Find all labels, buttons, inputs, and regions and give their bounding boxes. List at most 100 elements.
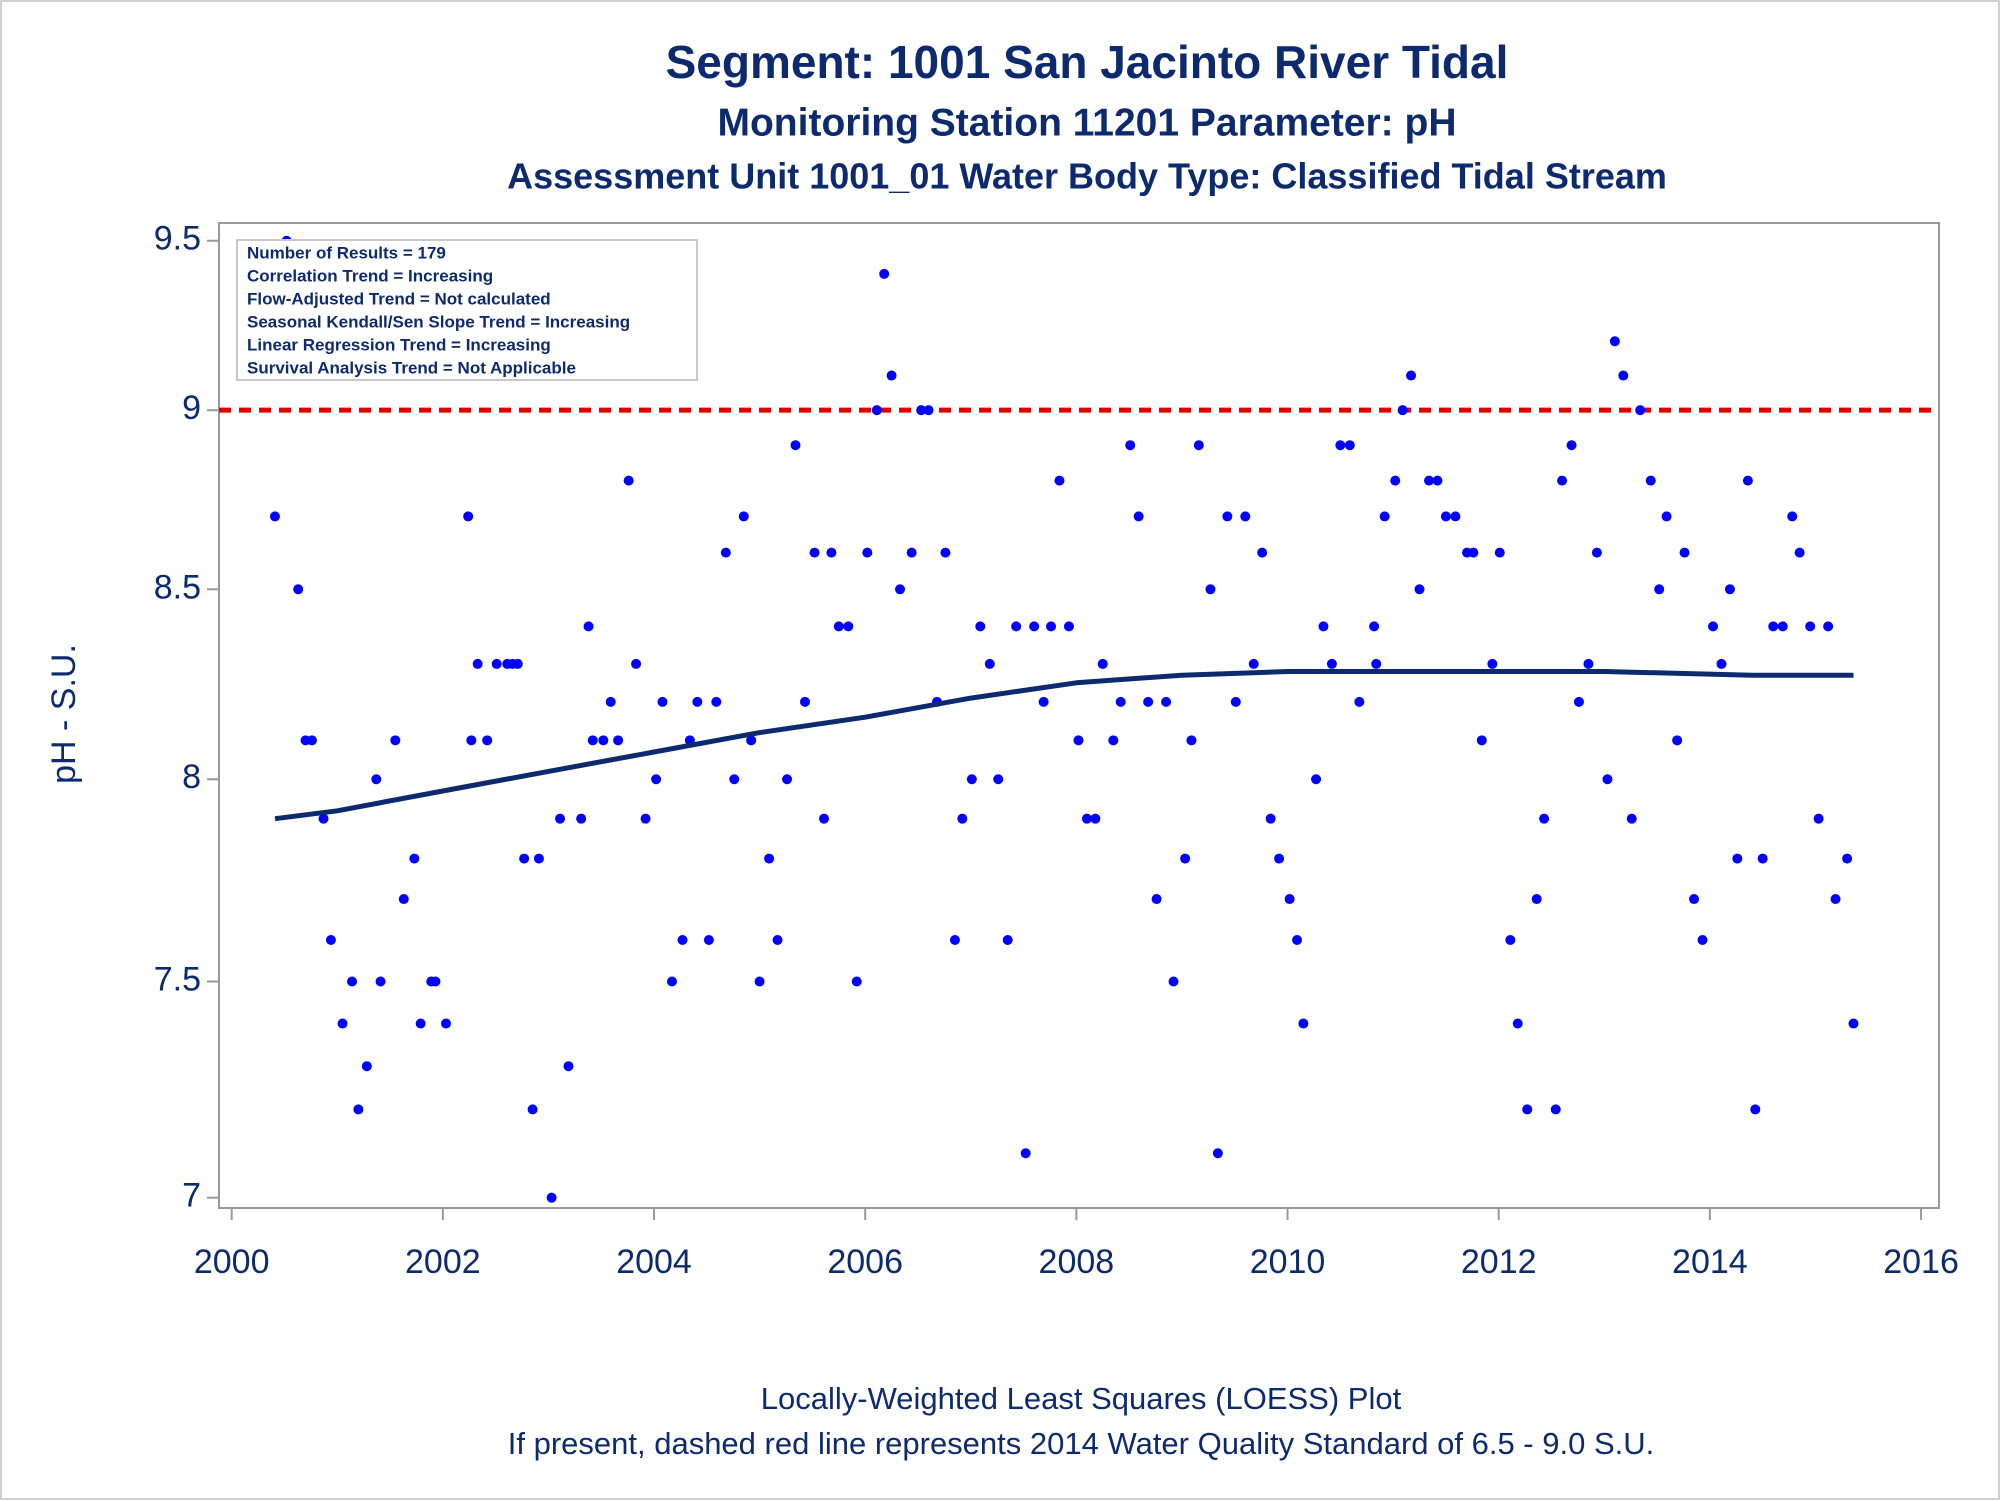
- data-point: [1732, 853, 1743, 864]
- data-point: [1274, 853, 1285, 864]
- data-point: [318, 813, 329, 824]
- data-point: [703, 934, 714, 945]
- data-point: [1073, 735, 1084, 746]
- data-point: [527, 1104, 538, 1115]
- y-tick-label: 9.5: [154, 220, 201, 258]
- y-axis-label: pH - S.U.: [45, 644, 83, 784]
- data-point: [1750, 1104, 1761, 1115]
- data-point: [1230, 696, 1241, 707]
- data-point: [746, 735, 757, 746]
- data-point: [782, 774, 793, 785]
- data-point: [738, 511, 749, 522]
- x-tick-label: 2006: [827, 1243, 903, 1281]
- data-point: [293, 584, 304, 595]
- data-point: [555, 813, 566, 824]
- data-point: [871, 405, 882, 416]
- data-point: [441, 1018, 452, 1029]
- data-point: [1626, 813, 1637, 824]
- data-point: [1205, 584, 1216, 595]
- x-tick-label: 2000: [194, 1243, 270, 1281]
- data-point: [587, 735, 598, 746]
- data-point: [1813, 813, 1824, 824]
- data-point: [1311, 774, 1322, 785]
- data-point: [1186, 735, 1197, 746]
- data-point: [1487, 658, 1498, 669]
- data-point: [1787, 511, 1798, 522]
- data-point: [1757, 853, 1768, 864]
- data-point: [1654, 584, 1665, 595]
- data-point: [409, 853, 420, 864]
- data-point: [1573, 696, 1584, 707]
- data-point: [1390, 475, 1401, 486]
- data-point: [1424, 475, 1435, 486]
- x-tick-label: 2004: [616, 1243, 692, 1281]
- data-point: [1298, 1018, 1309, 1029]
- data-point: [1742, 475, 1753, 486]
- data-point: [347, 976, 358, 987]
- data-point: [906, 547, 917, 558]
- data-point: [657, 696, 668, 707]
- data-point: [1708, 621, 1719, 632]
- data-point: [1450, 511, 1461, 522]
- data-point: [711, 696, 722, 707]
- data-point: [843, 621, 854, 632]
- data-point: [1020, 1148, 1031, 1159]
- data-point: [1108, 735, 1119, 746]
- data-point: [1143, 696, 1154, 707]
- data-point: [1133, 511, 1144, 522]
- data-point: [1672, 735, 1683, 746]
- annotation: Flow-Adjusted Trend = Not calculated: [247, 289, 551, 308]
- data-point: [1830, 894, 1841, 905]
- data-point: [826, 547, 837, 558]
- data-point: [1591, 547, 1602, 558]
- data-point: [613, 735, 624, 746]
- data-point: [583, 621, 594, 632]
- y-tick-label: 8.5: [154, 568, 201, 606]
- data-point: [1046, 621, 1057, 632]
- data-point: [1768, 621, 1779, 632]
- data-point: [598, 735, 609, 746]
- data-point: [916, 405, 927, 416]
- data-point: [563, 1061, 574, 1072]
- data-point: [879, 268, 890, 279]
- loess-line: [274, 669, 1854, 822]
- data-point: [631, 658, 642, 669]
- data-point: [1168, 976, 1179, 987]
- data-point: [1292, 934, 1303, 945]
- data-point: [966, 774, 977, 785]
- data-point: [949, 934, 960, 945]
- data-point: [651, 774, 662, 785]
- data-point: [430, 976, 441, 987]
- data-point: [1531, 894, 1542, 905]
- data-point: [1505, 934, 1516, 945]
- chart-title: Segment: 1001 San Jacinto River Tidal: [666, 36, 1509, 88]
- data-point: [1284, 894, 1295, 905]
- data-point: [1414, 584, 1425, 595]
- data-point: [466, 735, 477, 746]
- chart-subtitle: Monitoring Station 11201 Parameter: pH: [717, 101, 1456, 144]
- data-point: [1097, 658, 1108, 669]
- data-point: [1125, 440, 1136, 451]
- data-point: [862, 547, 873, 558]
- data-point: [1011, 621, 1022, 632]
- data-point: [472, 658, 483, 669]
- data-point: [1566, 440, 1577, 451]
- data-point: [1468, 547, 1479, 558]
- footnote: Locally-Weighted Least Squares (LOESS) P…: [761, 1381, 1402, 1416]
- data-point: [1115, 696, 1126, 707]
- data-point: [1842, 853, 1853, 864]
- data-point: [1354, 696, 1365, 707]
- data-point: [533, 853, 544, 864]
- data-point: [1689, 894, 1700, 905]
- data-point: [269, 511, 280, 522]
- data-point: [1265, 813, 1276, 824]
- data-point: [1180, 853, 1191, 864]
- x-tick-label: 2016: [1883, 1243, 1959, 1281]
- data-point: [1716, 658, 1727, 669]
- data-point: [923, 405, 934, 416]
- data-point: [754, 976, 765, 987]
- data-point: [1090, 813, 1101, 824]
- data-point: [1161, 696, 1172, 707]
- x-tick-label: 2012: [1461, 1243, 1537, 1281]
